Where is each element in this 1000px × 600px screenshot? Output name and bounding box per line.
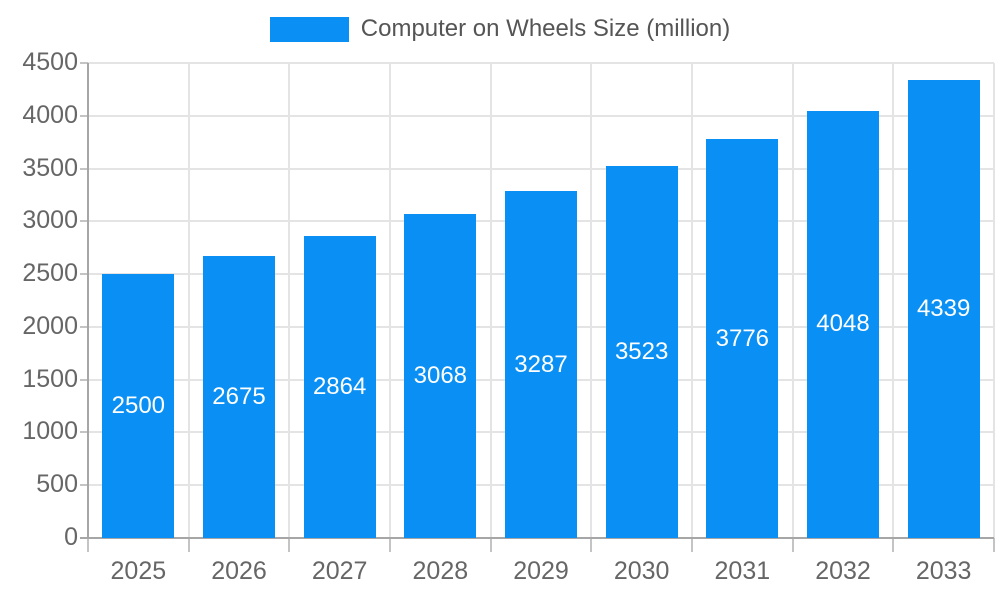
y-axis-tick-label: 2000 [22, 311, 78, 340]
x-axis-tick-label: 2027 [311, 557, 368, 585]
v-gridline [993, 63, 995, 538]
y-axis-tick [80, 62, 88, 64]
bar-value-label: 2675 [212, 382, 266, 410]
v-gridline [590, 63, 593, 538]
x-axis-tick [691, 538, 693, 552]
x-axis-tick-label: 2029 [513, 557, 569, 585]
v-gridline [892, 63, 895, 538]
x-axis-tick [87, 538, 89, 552]
v-gridline [489, 63, 492, 538]
y-axis-tick [80, 167, 88, 170]
bar[interactable] [404, 214, 477, 538]
bar[interactable] [203, 255, 275, 538]
x-axis-tick [590, 538, 593, 552]
x-axis-tick [993, 538, 995, 552]
h-gridline [88, 167, 994, 170]
v-gridline [288, 63, 291, 538]
x-axis-line [80, 537, 994, 539]
y-axis-tick-label: 2500 [22, 259, 78, 288]
x-axis-tick-label: 2032 [815, 557, 871, 585]
y-axis-tick [80, 114, 88, 117]
bar[interactable] [807, 110, 879, 538]
x-axis-tick [892, 538, 895, 552]
legend[interactable]: Computer on Wheels Size (million) [0, 15, 1000, 43]
y-axis-tick-label: 3500 [22, 153, 78, 182]
x-axis-tick-label: 2031 [714, 557, 771, 585]
y-axis-tick-label: 0 [64, 522, 78, 551]
x-axis-tick [288, 538, 291, 552]
legend-label: Computer on Wheels Size (million) [360, 15, 731, 42]
v-gridline [791, 63, 794, 538]
bar-value-label: 3287 [514, 350, 568, 378]
bar-value-label: 4048 [816, 310, 870, 338]
x-axis-tick [187, 538, 190, 552]
legend-swatch [269, 16, 349, 42]
y-axis-tick-label: 1500 [22, 364, 78, 393]
bar-value-label: 2500 [111, 392, 166, 420]
bar-value-label: 4339 [916, 294, 971, 322]
x-axis-tick-label: 2025 [110, 557, 167, 585]
h-gridline [88, 114, 994, 117]
x-axis-tick [791, 538, 794, 552]
y-axis-tick [80, 220, 88, 223]
bar[interactable] [303, 235, 376, 538]
bar[interactable] [605, 166, 678, 538]
y-axis-tick-label: 1000 [22, 417, 78, 446]
x-axis-tick-label: 2030 [613, 557, 670, 585]
x-axis-tick-label: 2028 [412, 557, 469, 585]
x-axis-tick [389, 538, 391, 552]
v-gridline [389, 63, 391, 538]
h-gridline [88, 62, 994, 64]
bar-value-label: 3523 [614, 338, 669, 366]
x-axis-tick-label: 2026 [211, 557, 267, 585]
bar-value-label: 2864 [312, 372, 367, 400]
y-axis-tick [80, 431, 88, 434]
bar[interactable] [505, 191, 577, 538]
x-axis-tick-label: 2033 [915, 557, 972, 585]
y-axis-tick-label: 4000 [22, 100, 78, 129]
y-axis-tick [80, 325, 88, 328]
bar-value-label: 3776 [715, 324, 770, 352]
y-axis-tick-label: 3000 [22, 206, 78, 235]
v-gridline [691, 63, 693, 538]
bar[interactable] [907, 79, 980, 538]
y-axis-tick [80, 273, 88, 276]
bar-value-label: 3068 [413, 362, 468, 390]
v-gridline [187, 63, 190, 538]
y-axis-tick [80, 484, 88, 487]
y-axis-tick-label: 500 [36, 470, 78, 499]
x-axis-tick [489, 538, 492, 552]
bar[interactable] [706, 139, 779, 538]
y-axis-tick [80, 378, 88, 381]
y-axis-line [87, 63, 89, 538]
y-axis-tick-label: 4500 [22, 47, 78, 76]
bar[interactable] [102, 274, 175, 538]
